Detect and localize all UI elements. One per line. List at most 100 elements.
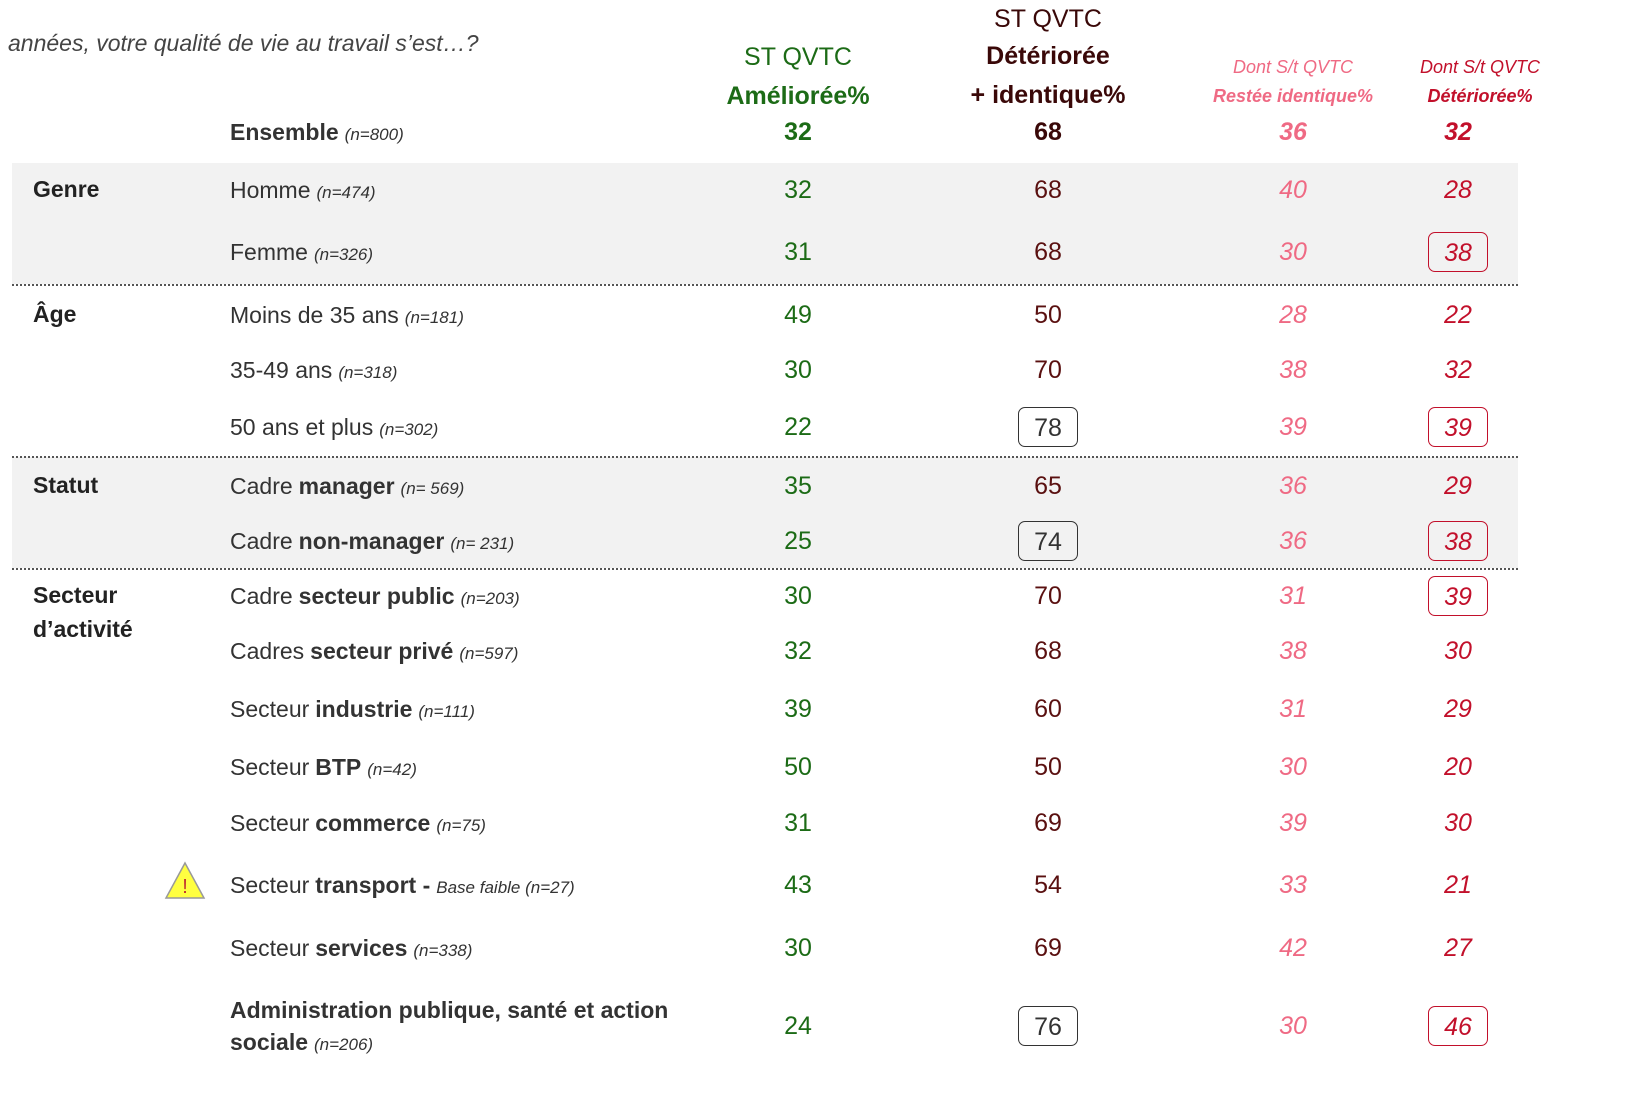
label-text: Cadres <box>230 638 305 664</box>
value: 42 <box>1279 934 1307 962</box>
value: 69 <box>1034 809 1062 837</box>
column-header: Détériorée <box>986 42 1110 70</box>
label-bold: BTP <box>315 754 362 780</box>
value: 32 <box>784 637 812 665</box>
value: 36 <box>1279 118 1307 146</box>
value-highlighted: 39 <box>1428 407 1488 447</box>
label-text: 50 ans et plus <box>230 414 374 440</box>
value: 30 <box>1444 637 1472 665</box>
label-bold: secteur public <box>298 583 455 609</box>
sample-size: (n=181) <box>404 308 464 327</box>
separator <box>12 284 1518 286</box>
row-label: Cadre secteur public (n=203) <box>230 580 520 615</box>
separator <box>12 456 1518 458</box>
value-highlighted: 76 <box>1018 1006 1078 1046</box>
label-bold: commerce <box>315 810 431 836</box>
value: 40 <box>1279 176 1307 204</box>
value-highlighted: 46 <box>1428 1006 1488 1046</box>
label-text: Moins de 35 ans <box>230 302 399 328</box>
label-text: Secteur <box>230 810 310 836</box>
sample-size: (n=800) <box>344 125 404 144</box>
row-label: Secteur transport - Base faible (n=27) <box>230 869 575 904</box>
row-label: Administration publique, santé et action… <box>230 994 670 1061</box>
column-header: Détériorée% <box>1427 86 1533 106</box>
sample-size: (n=597) <box>459 644 519 663</box>
row-label: Cadre non-manager (n= 231) <box>230 525 514 560</box>
value: 30 <box>784 582 812 610</box>
value: 49 <box>784 301 812 329</box>
row-band <box>12 457 1518 568</box>
value: 21 <box>1444 871 1472 899</box>
warning-icon: ! <box>164 861 206 899</box>
sample-size: (n=318) <box>338 363 398 382</box>
row-label: Moins de 35 ans (n=181) <box>230 299 464 334</box>
sample-size: (n=338) <box>413 941 473 960</box>
value: 50 <box>784 753 812 781</box>
label-bold: non-manager <box>298 528 445 554</box>
value: 24 <box>784 1012 812 1040</box>
label-text: Cadre <box>230 583 293 609</box>
sample-size: (n=206) <box>314 1035 374 1054</box>
row-band <box>12 163 1518 284</box>
value: 68 <box>1034 118 1062 146</box>
row-label: Secteur industrie (n=111) <box>230 693 475 728</box>
value-highlighted: 38 <box>1428 232 1488 272</box>
group-name: Secteur d’activité <box>33 582 133 642</box>
value: 30 <box>1279 238 1307 266</box>
row-label: Ensemble (n=800) <box>230 116 404 151</box>
value: 29 <box>1444 695 1472 723</box>
label-text: Femme <box>230 239 308 265</box>
column-header: Améliorée% <box>726 82 870 110</box>
value: 50 <box>1034 301 1062 329</box>
row-label: Cadre manager (n= 569) <box>230 470 464 505</box>
label-bold: secteur privé <box>310 638 454 664</box>
value: 60 <box>1034 695 1062 723</box>
svg-text:!: ! <box>182 876 188 898</box>
sample-size: (n=203) <box>460 589 520 608</box>
value: 70 <box>1034 356 1062 384</box>
value-highlighted: 74 <box>1018 521 1078 561</box>
label-bold: transport - <box>315 872 431 898</box>
row-label: Secteur commerce (n=75) <box>230 807 486 842</box>
label-text: Secteur <box>230 696 310 722</box>
row-label: 35-49 ans (n=318) <box>230 354 397 389</box>
value: 68 <box>1034 637 1062 665</box>
value: 32 <box>784 118 812 146</box>
value: 43 <box>784 871 812 899</box>
value-highlighted: 78 <box>1018 407 1078 447</box>
value: 50 <box>1034 753 1062 781</box>
value: 38 <box>1279 637 1307 665</box>
row-label: Secteur services (n=338) <box>230 932 472 967</box>
question: années, votre qualité de vie au travail … <box>8 30 479 56</box>
label-bold: Administration publique, santé et action… <box>230 997 669 1055</box>
label-bold: Ensemble <box>230 119 339 145</box>
value: 69 <box>1034 934 1062 962</box>
label-text: Secteur <box>230 872 310 898</box>
value: 27 <box>1444 934 1472 962</box>
value: 31 <box>1279 582 1307 610</box>
label-bold: manager <box>298 473 395 499</box>
sample-size: (n=302) <box>379 420 439 439</box>
value-highlighted: 39 <box>1428 576 1488 616</box>
label-text: Homme <box>230 177 311 203</box>
value: 68 <box>1034 176 1062 204</box>
row-label: Femme (n=326) <box>230 236 373 271</box>
column-header: ST QVTC <box>744 43 852 71</box>
row-label: Cadres secteur privé (n=597) <box>230 635 518 670</box>
value: 68 <box>1034 238 1062 266</box>
value: 30 <box>1279 1012 1307 1040</box>
label-bold: industrie <box>315 696 413 722</box>
label-text: Cadre <box>230 528 293 554</box>
label-text: Secteur <box>230 935 310 961</box>
sample-size: (n=42) <box>367 760 417 779</box>
value: 32 <box>784 176 812 204</box>
value: 33 <box>1279 871 1307 899</box>
value: 38 <box>1279 356 1307 384</box>
value: 20 <box>1444 753 1472 781</box>
group-name: Genre <box>33 176 100 202</box>
value: 22 <box>784 413 812 441</box>
value: 30 <box>1444 809 1472 837</box>
column-header: + identique% <box>970 81 1126 109</box>
label-text: Secteur <box>230 754 310 780</box>
